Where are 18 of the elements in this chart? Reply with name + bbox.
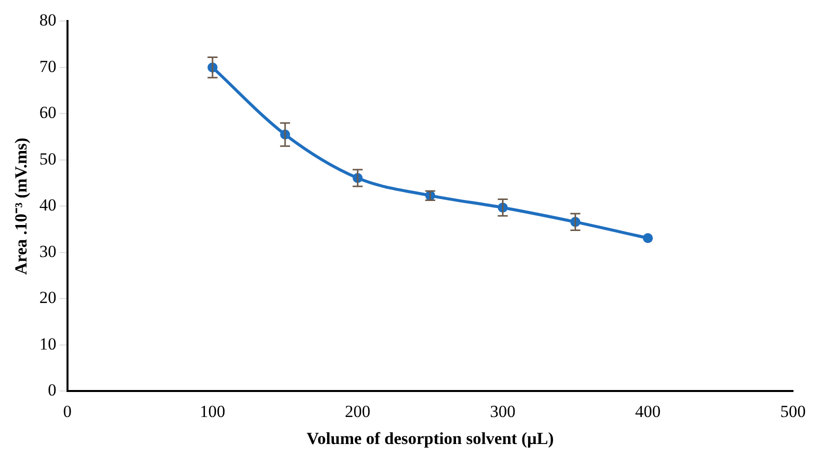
y-tick-label: 50 — [39, 149, 56, 168]
x-tick-label: 100 — [200, 402, 226, 421]
y-tick-label: 80 — [39, 10, 56, 30]
x-tick-label: 400 — [635, 402, 661, 421]
x-tick-label: 300 — [490, 402, 516, 421]
x-tick-label: 200 — [344, 402, 370, 421]
x-tick-label: 0 — [63, 402, 72, 421]
point — [642, 233, 653, 244]
y-tick-label: 60 — [39, 103, 56, 122]
y-tick-label: 20 — [39, 288, 56, 308]
y-tick-label: 10 — [39, 334, 56, 354]
y-tick-label: 70 — [39, 56, 56, 76]
y-axis-title: Area .10⁻³ (mV.ms) — [12, 138, 31, 275]
x-axis-title: Volume of desorption solvent (µL) — [306, 429, 554, 448]
y-tick-label: 30 — [39, 242, 56, 261]
x-tick-label: 500 — [780, 402, 806, 421]
y-tick-label: 40 — [39, 196, 56, 215]
y-tick-label: 0 — [48, 380, 56, 400]
